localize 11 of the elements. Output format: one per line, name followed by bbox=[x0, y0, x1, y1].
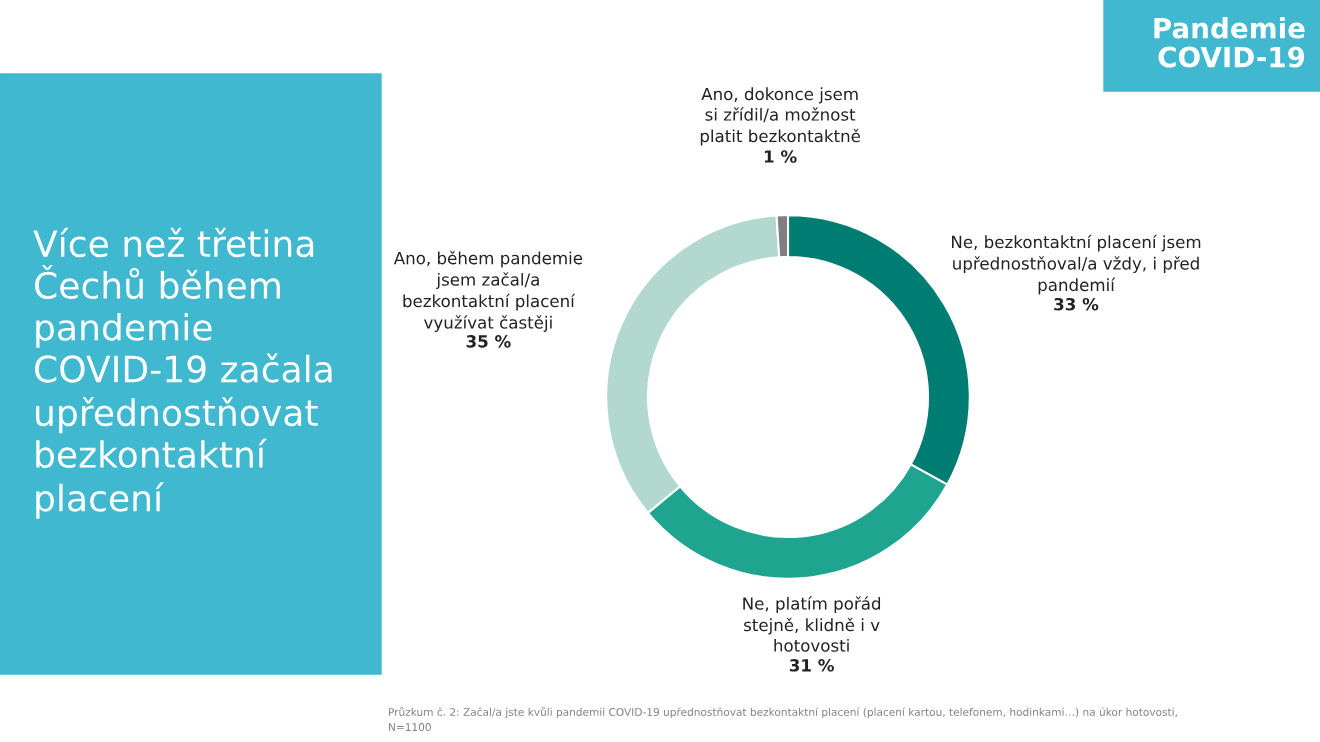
slice-label: Ano, během pandemie jsem začal/a bezkontaktní placení využívat častěji bbox=[393, 250, 583, 332]
slice-label: Ne, platím pořád stejně, klidně i v hotovosti bbox=[743, 596, 881, 652]
slice-label: Ne, bezkontaktní placení jsem upřednostňoval/a vždy, i před pandemií bbox=[952, 234, 1201, 295]
text: Průzkum č. 2: Začal/a jste kvůli pandemii COVID-19 upřednostňovat bezkontaktní placení (placení kartou, telefonem, hodinkami…) na úkor hotovosti, N=1100 bbox=[389, 706, 1177, 732]
data-label: 35 % bbox=[466, 335, 511, 348]
text: Více než třetina Čechů během pandemie COVID-19 začala upřednostňovat bezkontaktní placení bbox=[33, 227, 332, 519]
data-label: 33 % bbox=[1054, 297, 1099, 311]
data-label: 31 % bbox=[789, 659, 834, 672]
chart-subtitle: Pandemie COVID-19 bbox=[1154, 17, 1305, 68]
data-label: 1 % bbox=[764, 150, 797, 163]
slice-label: Ano, dokonce jsem si zřídil/a možnost platit bezkontaktně bbox=[700, 87, 861, 146]
